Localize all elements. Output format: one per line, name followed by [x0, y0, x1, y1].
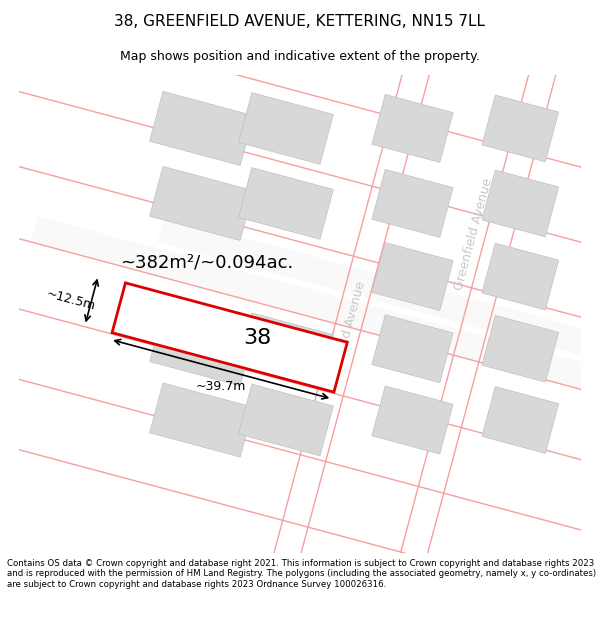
Text: ~382m²/~0.094ac.: ~382m²/~0.094ac.	[119, 254, 293, 271]
Text: Map shows position and indicative extent of the property.: Map shows position and indicative extent…	[120, 50, 480, 62]
Bar	[482, 243, 559, 310]
Bar	[482, 95, 559, 162]
Bar	[482, 387, 559, 453]
Text: Greenfield Avenue: Greenfield Avenue	[326, 280, 368, 395]
Bar	[239, 384, 334, 456]
Bar	[482, 316, 559, 382]
Bar	[31, 216, 600, 412]
Text: 38: 38	[244, 328, 272, 348]
Text: Contains OS data © Crown copyright and database right 2021. This information is : Contains OS data © Crown copyright and d…	[7, 559, 596, 589]
Text: Greenfield Avenue: Greenfield Avenue	[452, 177, 494, 292]
Bar	[239, 168, 334, 239]
Bar	[149, 91, 254, 166]
Bar	[372, 94, 453, 162]
Bar	[112, 283, 347, 392]
Text: ~12.5m: ~12.5m	[45, 288, 97, 313]
Bar	[372, 315, 453, 382]
Bar	[372, 242, 453, 311]
Bar	[239, 313, 334, 384]
Bar	[158, 216, 600, 412]
Bar	[149, 312, 254, 386]
Bar	[372, 169, 453, 238]
Text: ~39.7m: ~39.7m	[196, 381, 247, 394]
Bar	[372, 386, 453, 454]
Bar	[239, 92, 334, 164]
Bar	[482, 170, 559, 237]
Bar	[149, 166, 254, 241]
Text: 38, GREENFIELD AVENUE, KETTERING, NN15 7LL: 38, GREENFIELD AVENUE, KETTERING, NN15 7…	[115, 14, 485, 29]
Bar	[149, 383, 254, 457]
